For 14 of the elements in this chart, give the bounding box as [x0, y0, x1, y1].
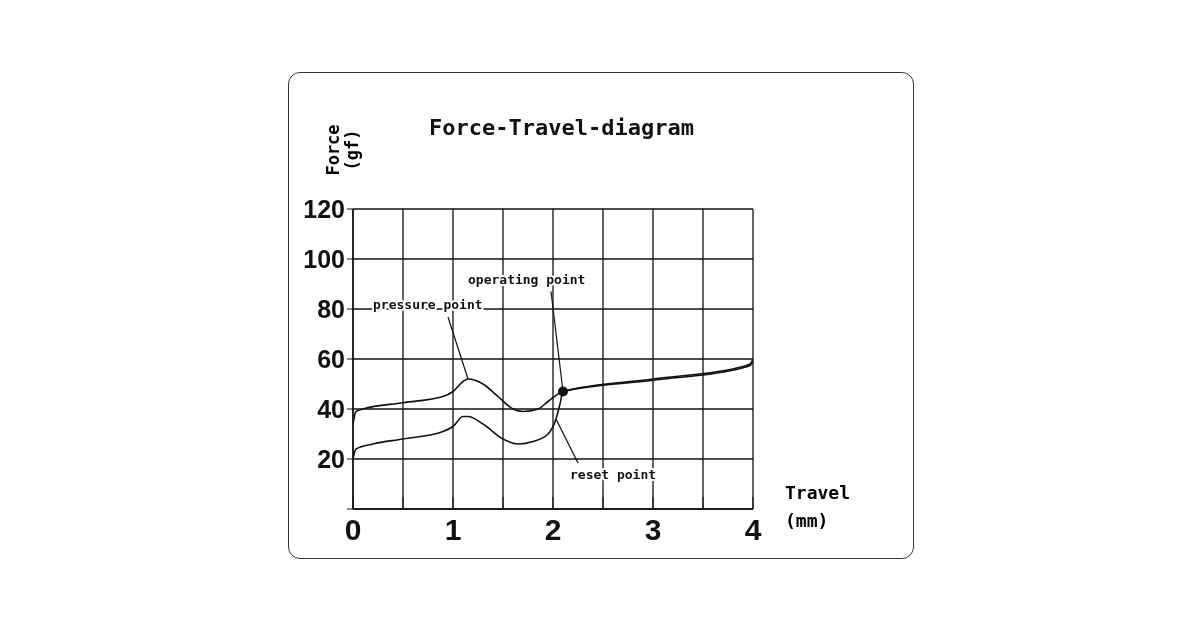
y-tick-label: 100 — [303, 244, 345, 273]
x-tick-label: 0 — [344, 513, 362, 547]
chart-title: Force-Travel-diagram — [429, 115, 694, 140]
x-axis-title: Travel (mm) — [785, 481, 851, 533]
y-tick-label: 40 — [317, 394, 345, 423]
y-tick-label: 120 — [303, 194, 345, 223]
x-tick-label: 1 — [444, 513, 462, 547]
x-tick-label: 4 — [744, 513, 762, 547]
y-axis-title: Force (gf) — [322, 124, 362, 176]
x-tick-label: 2 — [544, 513, 562, 547]
y-tick-label: 60 — [317, 344, 345, 373]
x-tick-label: 3 — [644, 513, 662, 547]
y-tick-label: 20 — [317, 444, 345, 473]
y-tick-label: 80 — [317, 294, 345, 323]
